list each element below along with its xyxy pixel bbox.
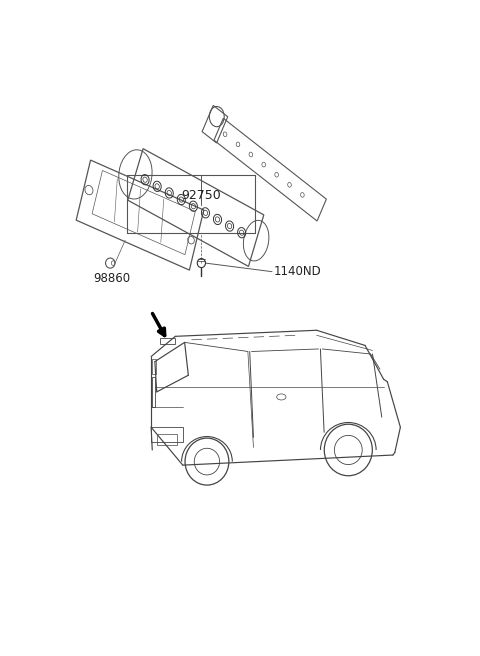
Text: 1140ND: 1140ND: [274, 265, 322, 278]
Text: 92750: 92750: [181, 190, 221, 203]
Text: 98860: 98860: [94, 272, 131, 285]
